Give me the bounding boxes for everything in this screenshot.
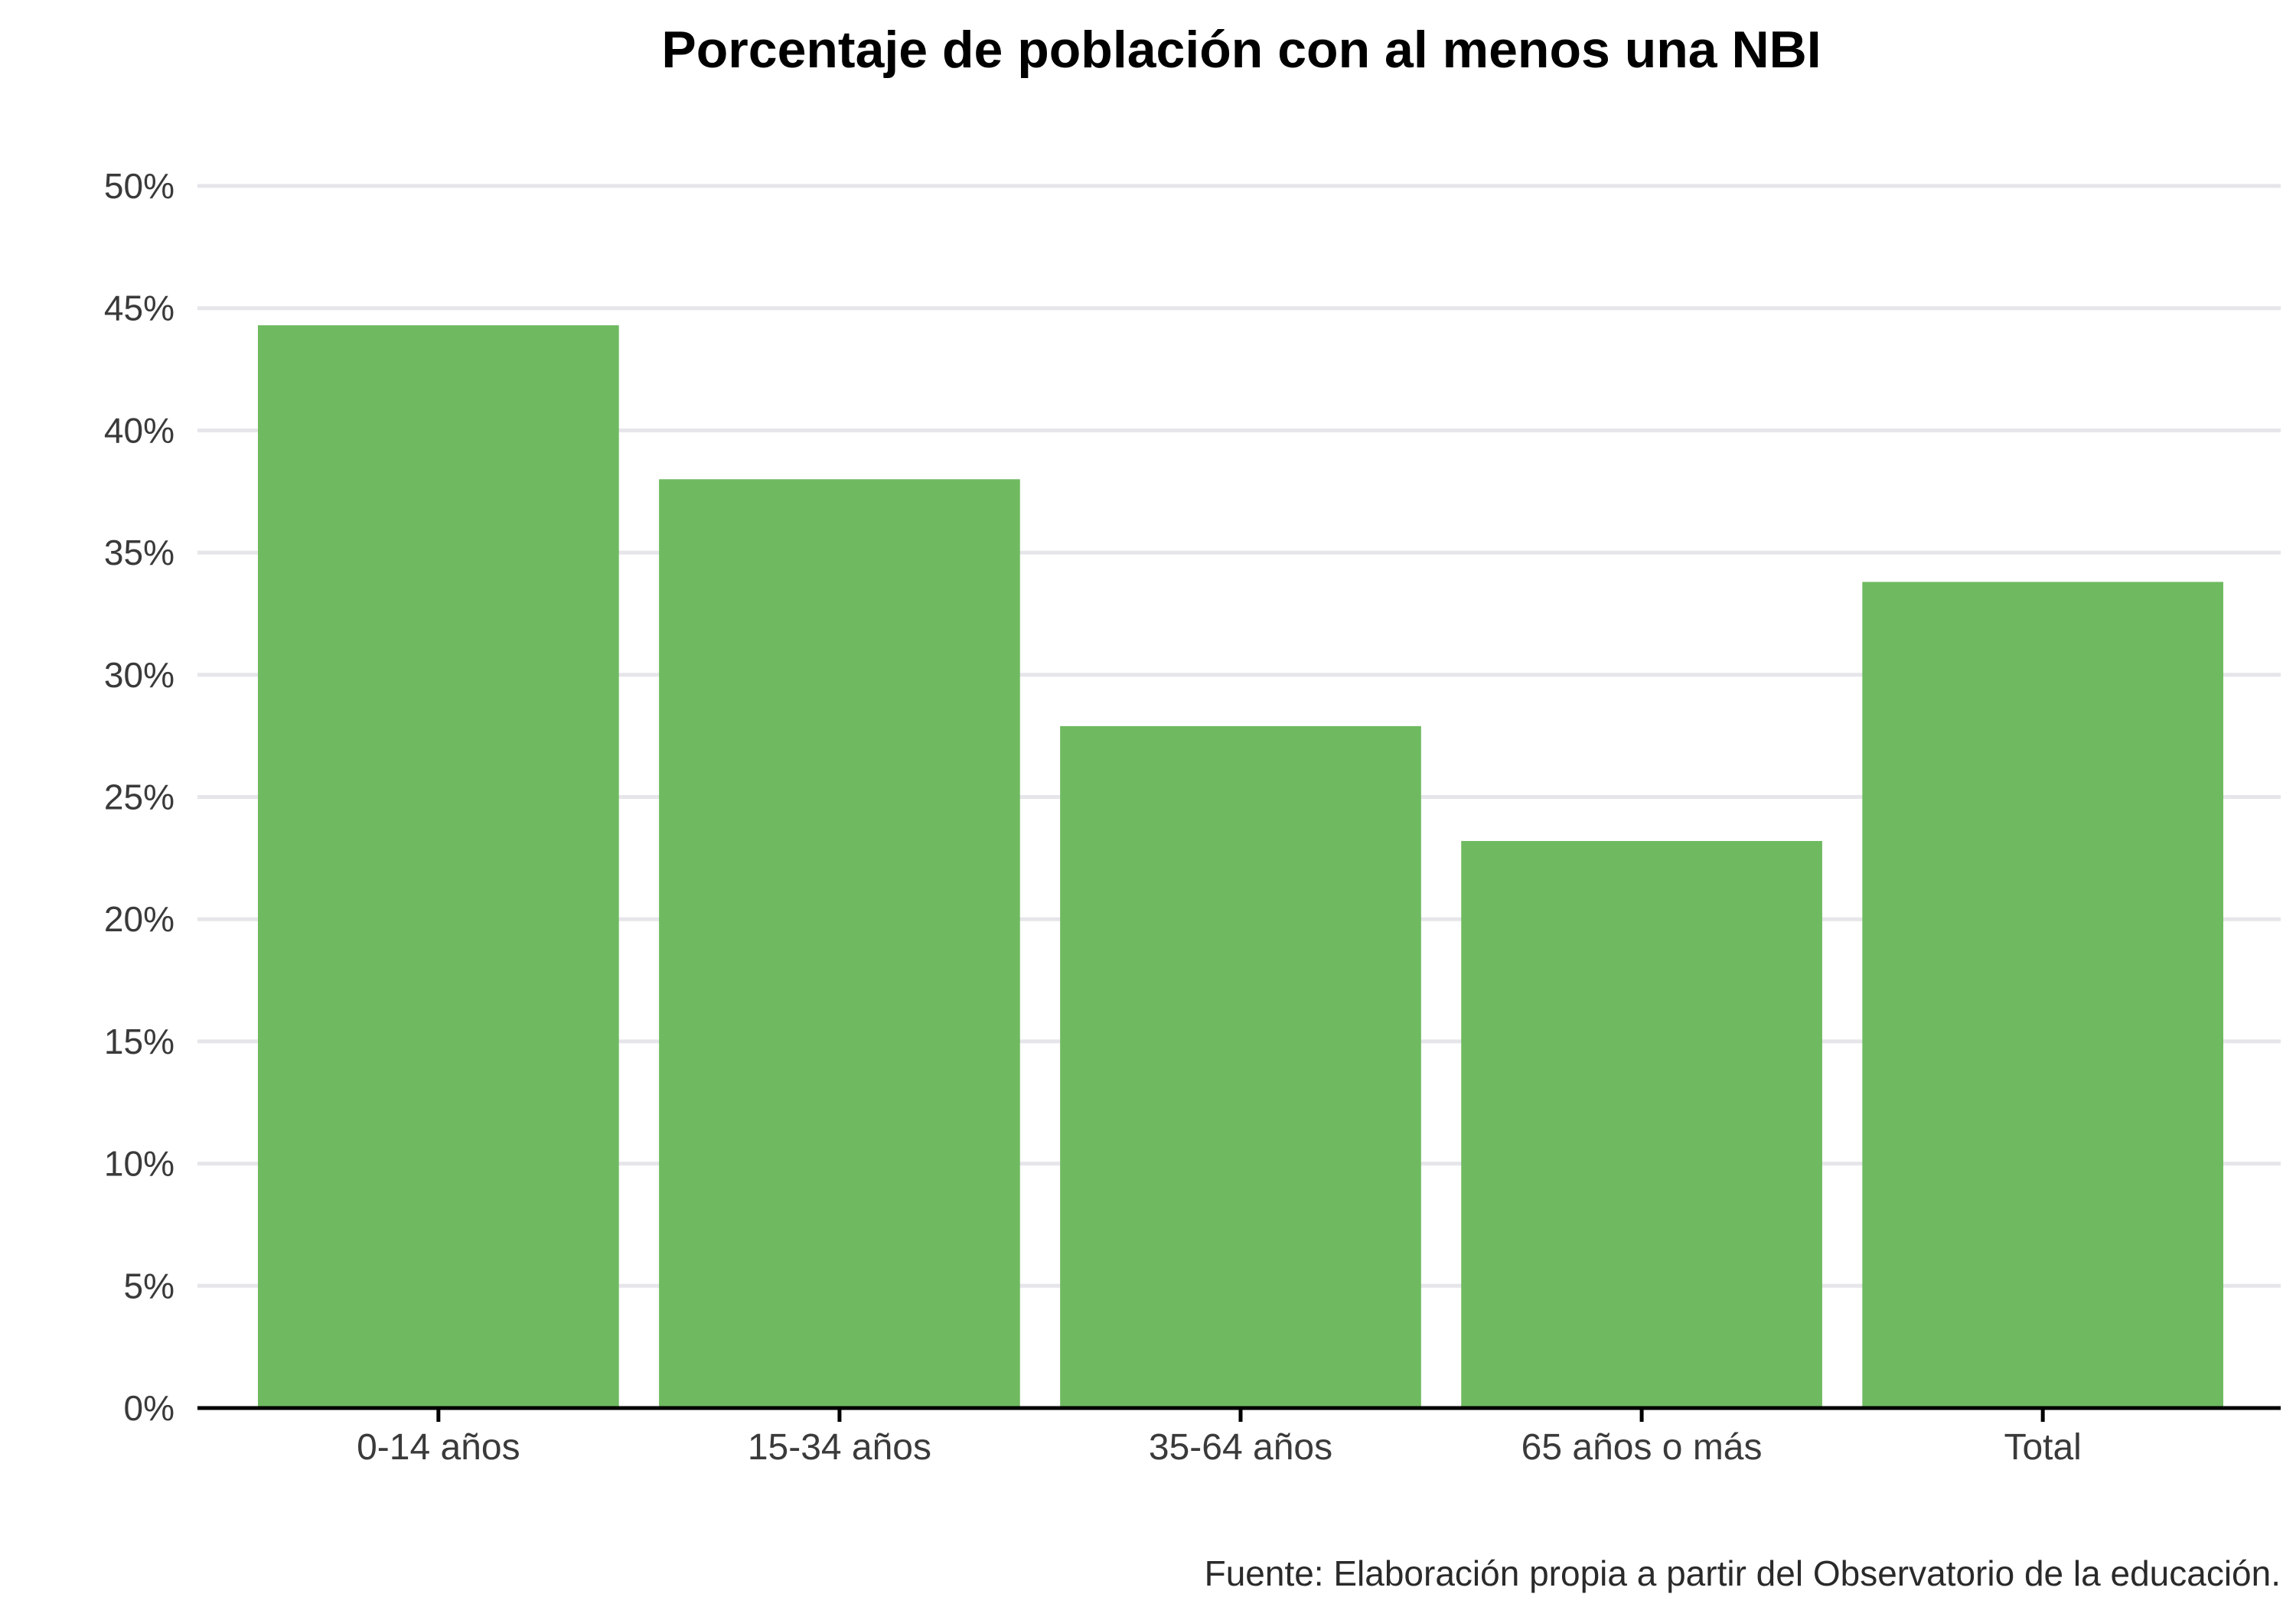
y-tick-label: 25% bbox=[104, 777, 174, 817]
x-tick-label: 15-34 años bbox=[748, 1427, 931, 1468]
y-tick-label: 15% bbox=[104, 1022, 174, 1061]
bars bbox=[258, 325, 2223, 1409]
y-tick-label: 40% bbox=[104, 410, 174, 450]
y-tick-label: 30% bbox=[104, 655, 174, 695]
y-tick-label: 10% bbox=[104, 1144, 174, 1184]
x-axis-ticks: 0-14 años 15-34 años 35-64 años 65 años o m… bbox=[357, 1408, 2082, 1468]
y-tick-label: 0% bbox=[124, 1388, 174, 1428]
x-tick-label: 35-64 años bbox=[1149, 1427, 1332, 1468]
x-tick-label: 65 años o más bbox=[1521, 1427, 1763, 1468]
bar-1 bbox=[659, 479, 1020, 1408]
bar-2 bbox=[1060, 725, 1421, 1408]
source-caption: Fuente: Elaboración propia a partir del … bbox=[1205, 1553, 2281, 1593]
chart-title: Porcentaje de población con al menos una… bbox=[661, 21, 1821, 79]
x-tick-label: Total bbox=[2004, 1427, 2081, 1468]
y-tick-label: 20% bbox=[104, 899, 174, 939]
y-axis-ticks: 0% 5% 10% 15% 20% 25% 30% 35% 40% 45% 50% bbox=[104, 166, 174, 1428]
y-tick-label: 5% bbox=[124, 1266, 174, 1305]
y-tick-label: 50% bbox=[104, 166, 174, 206]
y-tick-label: 45% bbox=[104, 288, 174, 328]
bar-4 bbox=[1862, 582, 2223, 1408]
bar-3 bbox=[1461, 840, 1822, 1408]
x-tick-label: 0-14 años bbox=[357, 1427, 520, 1468]
bar-0 bbox=[258, 325, 619, 1409]
y-tick-label: 35% bbox=[104, 533, 174, 572]
